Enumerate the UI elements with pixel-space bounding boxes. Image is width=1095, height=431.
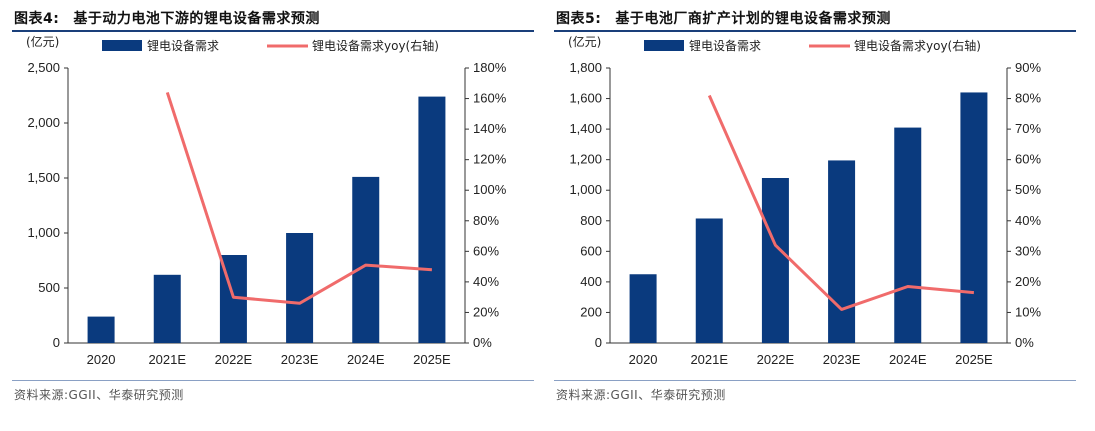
y-tick-label-left: 200 <box>580 304 602 319</box>
x-tick-label: 2025E <box>955 352 993 367</box>
title-rule <box>554 30 1076 32</box>
bar <box>894 127 922 343</box>
source-rule <box>554 380 1076 381</box>
y-tick-label-right: 50% <box>1015 182 1041 197</box>
source-note: 资料来源:GGII、华泰研究预测 <box>556 388 726 402</box>
x-tick-label: 2021E <box>690 352 728 367</box>
y-tick-label-left: 600 <box>580 243 602 258</box>
y-tick-label-right: 140% <box>473 121 507 136</box>
chart-panel-left: 图表4: 基于动力电池下游的锂电设备需求预测 (亿元) 锂电设备需求 锂电设备需求yo… <box>12 0 547 431</box>
x-tick-label: 2023E <box>823 352 861 367</box>
y-tick-label-right: 80% <box>1015 91 1041 106</box>
y-tick-label-right: 40% <box>473 274 499 289</box>
chart-title: 图表4: 基于动力电池下游的锂电设备需求预测 <box>14 8 320 28</box>
y-tick-label-right: 70% <box>1015 121 1041 136</box>
bar <box>960 92 988 343</box>
y-tick-label-right: 90% <box>1015 60 1041 75</box>
combo-chart: (亿元) 锂电设备需求 锂电设备需求yoy(右轴) 0 500 1,000 1,500 2,0… <box>26 34 507 367</box>
chart-title-text: 基于动力电池下游的锂电设备需求预测 <box>73 11 320 27</box>
y-axis-unit: (亿元) <box>568 34 601 49</box>
y-tick-label-right: 80% <box>473 213 499 228</box>
chart-title-text: 基于电池厂商扩产计划的锂电设备需求预测 <box>615 11 891 27</box>
x-tick-label: 2020 <box>87 352 116 367</box>
y-tick-label-right: 20% <box>473 304 499 319</box>
y-tick-label-left: 1,600 <box>569 91 602 106</box>
legend-bar-swatch <box>644 40 684 51</box>
y-tick-label-left: 800 <box>580 213 602 228</box>
y-tick-label-left: 1,400 <box>569 121 602 136</box>
x-tick-label: 2022E <box>215 352 253 367</box>
y-tick-label-left: 500 <box>38 280 60 295</box>
legend-bar-label: 锂电设备需求 <box>689 38 761 53</box>
y-tick-label-left: 1,000 <box>569 182 602 197</box>
y-tick-label-right: 100% <box>473 182 507 197</box>
y-tick-label-right: 0% <box>473 335 492 350</box>
chart-title: 图表5: 基于电池厂商扩产计划的锂电设备需求预测 <box>556 8 891 28</box>
y-tick-label-right: 10% <box>1015 304 1041 319</box>
legend-bar-label: 锂电设备需求 <box>147 38 219 53</box>
bar <box>87 316 115 343</box>
source-note: 资料来源:GGII、华泰研究预测 <box>14 388 184 402</box>
bar <box>418 96 446 343</box>
y-tick-label-left: 1,500 <box>27 170 60 185</box>
y-tick-label-left: 1,800 <box>569 60 602 75</box>
y-tick-label-left: 0 <box>53 335 60 350</box>
bar <box>761 178 789 343</box>
bar <box>828 160 856 343</box>
source-rule <box>12 380 534 381</box>
bar <box>695 218 723 343</box>
chart-panel-right: 图表5: 基于电池厂商扩产计划的锂电设备需求预测 (亿元) 锂电设备需求 锂电设备需求… <box>554 0 1089 431</box>
x-tick-label: 2022E <box>757 352 795 367</box>
y-tick-label-left: 400 <box>580 274 602 289</box>
chart-title-number: 图表4: <box>14 11 60 27</box>
yoy-line <box>165 91 433 305</box>
bar <box>352 176 380 343</box>
y-tick-label-right: 0% <box>1015 335 1034 350</box>
x-tick-label: 2023E <box>281 352 319 367</box>
x-tick-label: 2025E <box>413 352 451 367</box>
y-tick-label-left: 0 <box>595 335 602 350</box>
combo-chart: (亿元) 锂电设备需求 锂电设备需求yoy(右轴) 0 200 400 600 800 1,00… <box>568 34 1041 367</box>
bar <box>629 274 657 343</box>
y-tick-label-right: 40% <box>1015 213 1041 228</box>
y-tick-label-right: 30% <box>1015 243 1041 258</box>
legend-bar-swatch <box>102 40 142 51</box>
x-tick-label: 2024E <box>347 352 385 367</box>
x-tick-label: 2020 <box>629 352 658 367</box>
y-tick-label-left: 1,000 <box>27 225 60 240</box>
y-tick-label-right: 60% <box>1015 152 1041 167</box>
yoy-line <box>707 94 975 311</box>
legend-line-label: 锂电设备需求yoy(右轴) <box>854 38 981 53</box>
y-tick-label-right: 120% <box>473 152 507 167</box>
bar <box>286 233 314 343</box>
y-tick-label-left: 2,000 <box>27 115 60 130</box>
y-axis-unit: (亿元) <box>26 34 59 49</box>
legend-line-label: 锂电设备需求yoy(右轴) <box>312 38 439 53</box>
y-tick-label-left: 2,500 <box>27 60 60 75</box>
y-tick-label-left: 1,200 <box>569 152 602 167</box>
x-tick-label: 2024E <box>889 352 927 367</box>
y-tick-label-right: 180% <box>473 60 507 75</box>
x-tick-label: 2021E <box>148 352 186 367</box>
bar <box>153 274 181 343</box>
title-rule <box>12 30 534 32</box>
y-tick-label-right: 60% <box>473 243 499 258</box>
y-tick-label-right: 20% <box>1015 274 1041 289</box>
chart-title-number: 图表5: <box>556 11 602 27</box>
y-tick-label-right: 160% <box>473 91 507 106</box>
